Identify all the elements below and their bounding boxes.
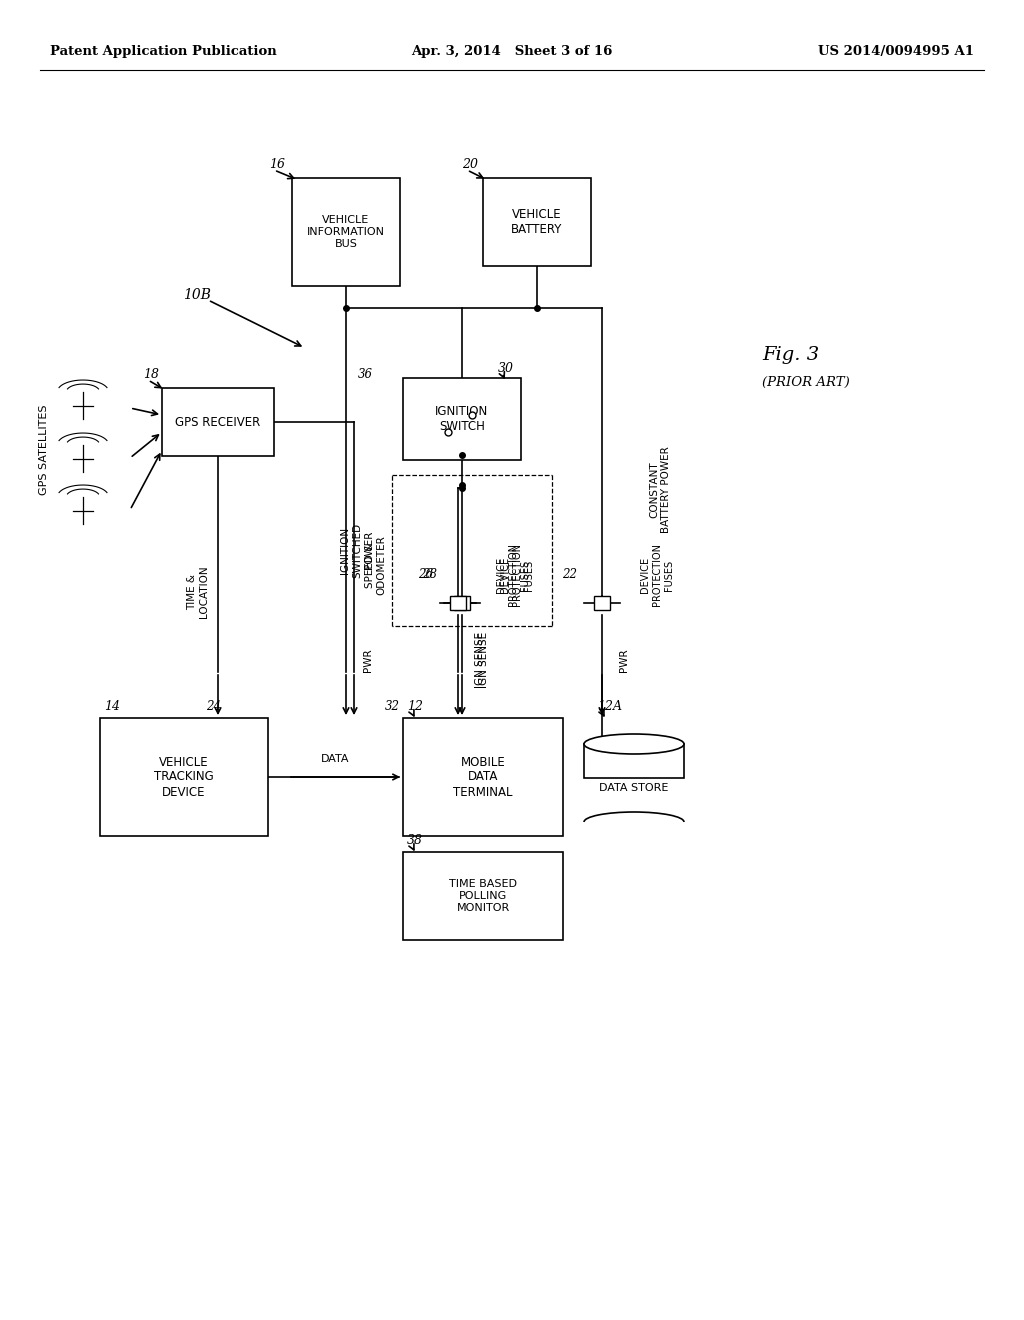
Text: GPS SATELLITES: GPS SATELLITES (39, 405, 49, 495)
Text: DATA: DATA (321, 754, 349, 764)
Text: 24: 24 (206, 700, 221, 713)
Text: 16: 16 (269, 158, 285, 172)
Text: 12A: 12A (597, 701, 622, 714)
Text: Fig. 3: Fig. 3 (762, 346, 819, 364)
Text: GPS RECEIVER: GPS RECEIVER (175, 416, 261, 429)
Text: DATA STORE: DATA STORE (599, 783, 669, 793)
Text: 22: 22 (562, 569, 577, 582)
Text: Apr. 3, 2014   Sheet 3 of 16: Apr. 3, 2014 Sheet 3 of 16 (412, 45, 612, 58)
Text: IGN SENSE: IGN SENSE (475, 632, 485, 688)
Bar (584, 744, 684, 777)
Bar (162, 388, 274, 455)
Text: VEHICLE
BATTERY: VEHICLE BATTERY (511, 209, 562, 236)
Bar (100, 718, 268, 836)
Text: VEHICLE
INFORMATION
BUS: VEHICLE INFORMATION BUS (307, 215, 385, 248)
Text: (PRIOR ART): (PRIOR ART) (762, 375, 850, 388)
Text: 20: 20 (462, 158, 478, 172)
Text: MOBILE
DATA
TERMINAL: MOBILE DATA TERMINAL (454, 755, 513, 799)
Text: IGNITION
SWITCH: IGNITION SWITCH (435, 405, 488, 433)
Bar (403, 378, 521, 459)
Bar (594, 597, 610, 610)
Text: 30: 30 (498, 362, 514, 375)
Text: 28: 28 (422, 569, 437, 582)
Text: CONSTANT
BATTERY POWER: CONSTANT BATTERY POWER (649, 446, 671, 533)
Text: 18: 18 (143, 368, 159, 381)
Text: 12: 12 (407, 701, 423, 714)
Bar (454, 597, 470, 610)
Text: IGN SENSE: IGN SENSE (479, 632, 489, 688)
Bar (403, 851, 563, 940)
Text: 32: 32 (385, 700, 400, 713)
Text: 36: 36 (358, 367, 373, 380)
Text: 38: 38 (407, 834, 423, 847)
Text: TIME &
LOCATION: TIME & LOCATION (187, 566, 209, 618)
Text: TIME BASED
POLLING
MONITOR: TIME BASED POLLING MONITOR (449, 879, 517, 912)
Text: DEVICE
PROTECTION
FUSES: DEVICE PROTECTION FUSES (497, 544, 529, 606)
Bar (403, 718, 563, 836)
Text: 26: 26 (418, 569, 433, 582)
Text: PWR: PWR (362, 648, 373, 672)
Text: SPEED &
ODOMETER: SPEED & ODOMETER (366, 535, 387, 595)
Text: Patent Application Publication: Patent Application Publication (50, 45, 276, 58)
Bar (483, 178, 591, 267)
Text: 14: 14 (104, 701, 120, 714)
Ellipse shape (584, 734, 684, 754)
Text: DEVICE
PROTECTION
FUSES: DEVICE PROTECTION FUSES (501, 544, 534, 606)
Text: VEHICLE
TRACKING
DEVICE: VEHICLE TRACKING DEVICE (155, 755, 214, 799)
Bar (292, 178, 400, 286)
Bar (450, 597, 466, 610)
Text: PWR: PWR (618, 648, 629, 672)
Text: DEVICE
PROTECTION
FUSES: DEVICE PROTECTION FUSES (640, 544, 674, 606)
Text: 10B: 10B (183, 288, 211, 302)
Text: US 2014/0094995 A1: US 2014/0094995 A1 (818, 45, 974, 58)
Text: IGNITION
SWITCHED
POWER: IGNITION SWITCHED POWER (340, 523, 374, 578)
